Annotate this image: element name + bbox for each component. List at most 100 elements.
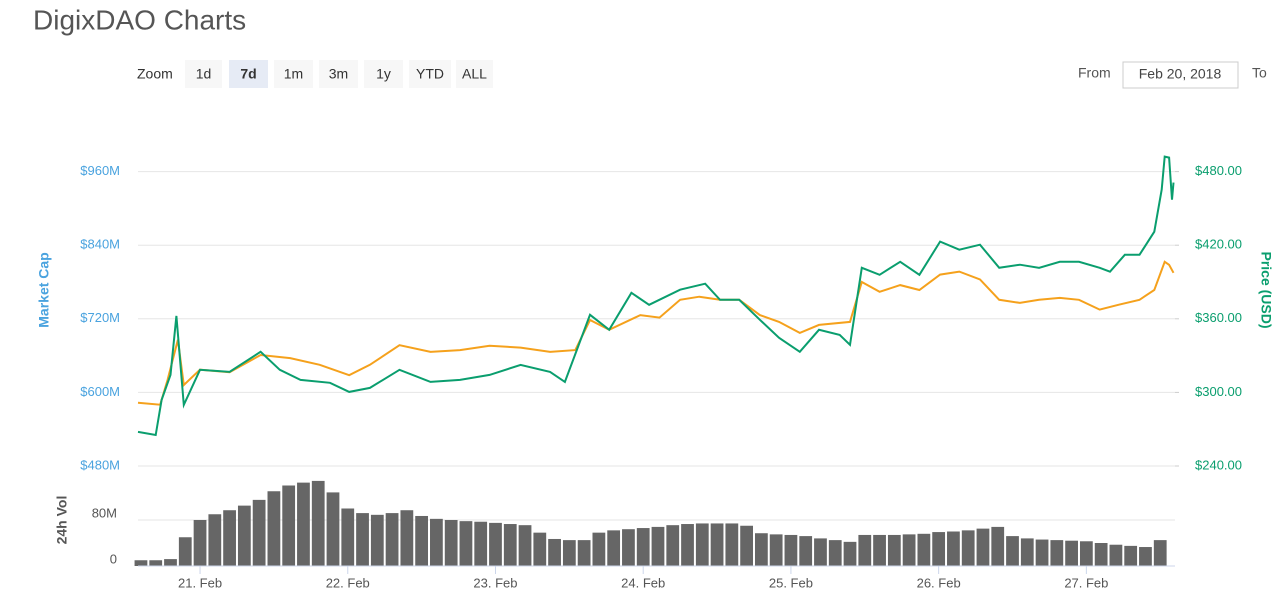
zoom-button[interactable] — [456, 60, 493, 88]
volume-bar — [356, 513, 369, 566]
y2-tick-label: $480.00 — [1195, 163, 1242, 178]
volume-bar — [444, 520, 458, 566]
volume-bar — [223, 510, 236, 566]
x-tick-label: 26. Feb — [917, 575, 961, 590]
y-tick-label: $480M — [80, 457, 120, 472]
volume-bar — [1050, 540, 1064, 566]
zoom-button[interactable] — [409, 60, 451, 88]
volume-bar — [518, 525, 532, 566]
volume-bar — [326, 492, 340, 566]
volume-bar — [1020, 538, 1034, 566]
volume-bar — [740, 525, 753, 566]
volume-bar — [681, 524, 694, 566]
volume-bar — [1139, 547, 1152, 566]
volume-bar — [562, 540, 576, 566]
volume-bar — [297, 482, 310, 566]
y-tick-label: $840M — [80, 237, 120, 252]
volume-bar — [533, 532, 547, 566]
y-tick-label: 0 — [110, 551, 117, 566]
volume-bar — [164, 559, 177, 566]
zoom-button[interactable] — [185, 60, 222, 88]
volume-bar — [947, 531, 960, 566]
x-tick-label: 23. Feb — [473, 575, 517, 590]
volume-bar — [400, 510, 414, 566]
volume-bar — [991, 526, 1005, 566]
volume-bar — [1094, 543, 1108, 566]
zoom-button-label[interactable]: 1d — [196, 66, 212, 82]
zoom-button[interactable] — [319, 60, 358, 88]
volume-bar — [622, 529, 635, 566]
volume-bar — [902, 534, 916, 566]
volume-bar — [651, 526, 665, 566]
volume-bar — [858, 534, 872, 566]
y-tick-label: 80M — [92, 505, 117, 520]
y-tick-label: $600M — [80, 384, 120, 399]
volume-bar — [193, 520, 207, 566]
to-label: To — [1252, 65, 1267, 81]
zoom-button-label[interactable]: 1y — [376, 66, 391, 82]
y-tick-label: $720M — [80, 310, 120, 325]
volume-bar — [873, 534, 886, 566]
volume-bar — [548, 538, 561, 566]
volume-bar — [887, 534, 901, 566]
volume-bar — [843, 541, 857, 566]
series-line — [137, 155, 1175, 437]
volume-bar — [1035, 539, 1049, 566]
volume-bar — [178, 537, 192, 566]
x-tick-label: 24. Feb — [621, 575, 665, 590]
volume-bar — [149, 560, 163, 566]
from-input[interactable] — [1122, 61, 1239, 89]
volume-bar — [828, 540, 842, 566]
y-axis-title: Market Cap — [36, 252, 52, 327]
volume-bar — [267, 491, 281, 566]
volume-bar — [577, 540, 591, 566]
volume-bar — [1006, 536, 1019, 566]
volume-bar — [370, 514, 384, 566]
volume-bar — [976, 528, 990, 566]
volume-bar — [208, 514, 222, 566]
zoom-button-label[interactable]: 7d — [240, 66, 256, 82]
volume-bar — [1079, 541, 1093, 566]
volume-bar — [666, 525, 680, 566]
zoom-button[interactable] — [229, 60, 268, 88]
volume-bar — [311, 480, 325, 566]
volume-bar — [917, 533, 931, 566]
volume-bar — [754, 533, 768, 566]
zoom-button[interactable] — [364, 60, 403, 88]
volume-bar — [341, 508, 355, 566]
zoom-button-label[interactable]: 1m — [284, 66, 303, 82]
volume-bar — [769, 534, 783, 566]
from-value[interactable]: Feb 20, 2018 — [1139, 66, 1222, 82]
zoom-button-label[interactable]: YTD — [416, 66, 444, 82]
volume-bar — [961, 530, 975, 566]
x-tick-label: 21. Feb — [178, 575, 222, 590]
y2-tick-label: $420.00 — [1195, 237, 1242, 252]
volume-bar — [592, 532, 606, 566]
volume-bar — [725, 523, 739, 566]
volume-bar — [1153, 540, 1167, 566]
zoom-label: Zoom — [137, 66, 173, 82]
volume-bar — [134, 560, 148, 566]
volume-bar — [237, 505, 251, 566]
volume-bar — [474, 521, 488, 566]
volume-bar — [932, 532, 946, 566]
y2-tick-label: $240.00 — [1195, 457, 1242, 472]
x-tick-label: 27. Feb — [1064, 575, 1108, 590]
page-title: DigixDAO Charts — [33, 4, 246, 35]
x-tick-label: 22. Feb — [326, 575, 370, 590]
volume-bar — [430, 518, 443, 566]
zoom-button-label[interactable]: ALL — [462, 66, 487, 82]
zoom-button-label[interactable]: 3m — [329, 66, 348, 82]
volume-bar — [799, 536, 813, 566]
y2-axis-title: Price (USD) — [1258, 251, 1274, 328]
zoom-button[interactable] — [274, 60, 313, 88]
volume-bar — [503, 524, 517, 566]
volume-bar — [385, 513, 399, 566]
y-tick-label: $960M — [80, 163, 120, 178]
volume-bar — [1109, 544, 1123, 566]
volume-bar — [710, 523, 724, 566]
y2-tick-label: $300.00 — [1195, 384, 1242, 399]
volume-bar — [607, 530, 621, 566]
y-axis-title: 24h Vol — [54, 496, 70, 545]
